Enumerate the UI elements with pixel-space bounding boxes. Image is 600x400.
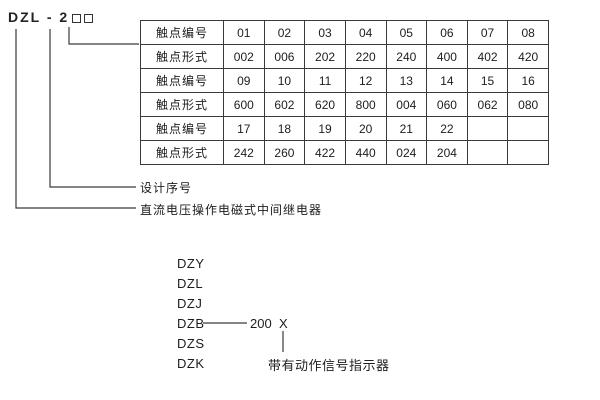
row-header: 触点编号: [140, 68, 224, 93]
table-row: 触点形式 002 006 202 220 240 400 402 420: [140, 44, 549, 69]
table-row: 触点编号 09 10 11 12 13 14 15 16: [140, 68, 549, 93]
table-cell: 420: [507, 44, 549, 69]
table-cell: 800: [344, 92, 387, 117]
table-cell: 006: [263, 44, 306, 69]
table-cell: 242: [223, 140, 265, 165]
table-cell: 400: [426, 44, 468, 69]
table-row: 触点编号 17 18 19 20 21 22: [140, 116, 549, 141]
table-cell: 602: [263, 92, 306, 117]
model-digit-box-2: [84, 13, 94, 23]
contact-table-body: 触点编号 01 02 03 04 05 06 07 08 触点形式 002 006 202 220 240 4…: [140, 20, 549, 165]
table-cell: 04: [344, 20, 387, 45]
relay-type-label: 直流电压操作电磁式中间继电器: [140, 203, 323, 217]
model-series-list: DZY DZL DZJ DZB DZS DZK: [177, 254, 237, 374]
table-cell: 620: [304, 92, 346, 117]
table-cell: 080: [507, 92, 549, 117]
table-cell: [466, 116, 509, 141]
model-item: DZY: [177, 256, 205, 271]
table-cell: 01: [223, 20, 265, 45]
model-code-example-suffix: X: [279, 316, 288, 331]
table-cell: 14: [426, 68, 468, 93]
table-cell: 21: [385, 116, 428, 141]
table-cell: 422: [304, 140, 346, 165]
table-cell: 202: [304, 44, 346, 69]
table-cell: 02: [263, 20, 306, 45]
table-cell: 220: [344, 44, 387, 69]
row-header: 触点编号: [140, 116, 224, 141]
model-item: DZL: [177, 276, 204, 291]
table-cell: 09: [223, 68, 265, 93]
table-cell: 600: [223, 92, 265, 117]
row-header: 触点编号: [140, 20, 224, 45]
table-cell: 11: [304, 68, 346, 93]
table-cell: 260: [263, 140, 306, 165]
table-cell: 002: [223, 44, 265, 69]
table-cell: [507, 116, 549, 141]
table-cell: 05: [385, 20, 428, 45]
model-designation: DZL - 2: [8, 8, 94, 26]
indicator-note: 带有动作信号指示器: [268, 358, 390, 373]
table-cell: [466, 140, 509, 165]
table-cell: 204: [426, 140, 468, 165]
table-cell: 402: [466, 44, 509, 69]
table-cell: 03: [304, 20, 346, 45]
design-serial-label: 设计序号: [140, 181, 193, 195]
table-cell: 22: [426, 116, 468, 141]
table-cell: 062: [466, 92, 509, 117]
table-cell: 240: [385, 44, 428, 69]
table-cell: 18: [263, 116, 306, 141]
table-cell: 06: [426, 20, 468, 45]
model-item: DZS: [177, 336, 205, 351]
table-cell: [507, 140, 549, 165]
row-header: 触点形式: [140, 92, 224, 117]
model-code-example-number: 200: [250, 316, 272, 331]
table-cell: 024: [385, 140, 428, 165]
table-cell: 08: [507, 20, 549, 45]
table-cell: 12: [344, 68, 387, 93]
model-item: DZB: [177, 316, 205, 331]
table-cell: 440: [344, 140, 387, 165]
table-row: 触点形式 242 260 422 440 024 204: [140, 140, 549, 165]
table-cell: 07: [466, 20, 509, 45]
model-prefix: DZL - 2: [8, 9, 70, 25]
table-cell: 10: [263, 68, 306, 93]
table-cell: 060: [426, 92, 468, 117]
table-cell: 17: [223, 116, 265, 141]
table-cell: 19: [304, 116, 346, 141]
model-item: DZK: [177, 356, 205, 371]
table-row: 触点编号 01 02 03 04 05 06 07 08: [140, 20, 549, 45]
table-cell: 15: [466, 68, 509, 93]
model-item: DZJ: [177, 296, 203, 311]
table-row: 触点形式 600 602 620 800 004 060 062 080: [140, 92, 549, 117]
row-header: 触点形式: [140, 44, 224, 69]
contact-table: 触点编号 01 02 03 04 05 06 07 08 触点形式 002 006 202 220 240 4…: [140, 20, 549, 165]
table-cell: 16: [507, 68, 549, 93]
table-cell: 004: [385, 92, 428, 117]
row-header: 触点形式: [140, 140, 224, 165]
model-digit-box-1: [72, 13, 82, 23]
table-cell: 20: [344, 116, 387, 141]
table-cell: 13: [385, 68, 428, 93]
